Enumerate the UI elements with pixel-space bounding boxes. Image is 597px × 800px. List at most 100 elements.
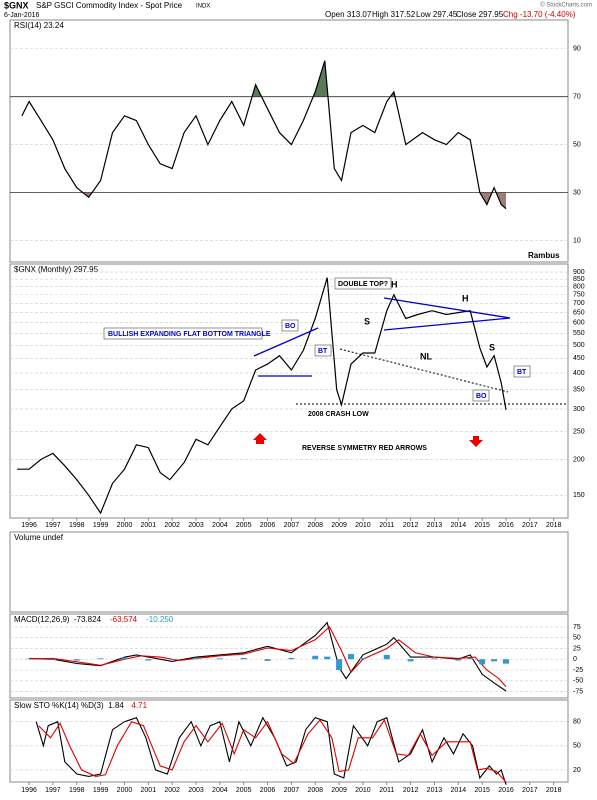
x-tick-label: 2001 — [141, 522, 157, 529]
histogram-bar — [455, 659, 462, 661]
annotation: BT — [318, 348, 328, 355]
histogram-bar — [348, 654, 354, 660]
annotation-box — [314, 344, 332, 357]
x-tick-label: 2003 — [188, 522, 204, 529]
histogram-bar — [479, 659, 486, 665]
annotation: NL — [420, 351, 432, 361]
x-tick-label: 2004 — [212, 522, 228, 529]
x-tick-label: 1997 — [45, 522, 61, 529]
x-tick-label: 2013 — [427, 522, 443, 529]
x-tick-label: 2014 — [451, 787, 467, 794]
price-line — [21, 60, 507, 210]
histogram-bar — [491, 659, 498, 662]
annotation: BULLISH EXPANDING FLAT BOTTOM TRIANGLE — [108, 331, 271, 338]
quote-open: Open 313.07 — [325, 10, 372, 19]
macd-panel — [9, 613, 569, 699]
x-tick-label: 2015 — [474, 787, 490, 794]
x-tick-label: 2008 — [307, 787, 323, 794]
x-tick-label: 2008 — [307, 522, 323, 529]
y-tick-label: 850 — [573, 276, 585, 283]
x-tick-label: 1998 — [69, 787, 85, 794]
x-tick-label: 2017 — [522, 522, 538, 529]
annotations: BULLISH EXPANDING FLAT BOTTOM TRIANGLE B… — [103, 277, 568, 452]
y-tick-label: 450 — [573, 355, 585, 362]
overbought-fill — [21, 60, 506, 97]
annotation: H — [391, 279, 398, 289]
copyright: © StockCharts.com — [540, 2, 592, 9]
y-tick-label: 350 — [573, 387, 585, 394]
y-tick-label: 750 — [573, 292, 585, 299]
trend-line — [383, 297, 511, 319]
y-tick-label: 90 — [573, 46, 581, 53]
x-tick-label: 2007 — [284, 787, 300, 794]
y-tick-label: -75 — [573, 688, 583, 695]
indicator-line — [29, 626, 507, 687]
quote-low: Low 297.45 — [416, 10, 458, 19]
quote-high: High 317.52 — [372, 10, 416, 19]
oversold-fill — [21, 192, 506, 209]
x-tick-label: 2013 — [427, 787, 443, 794]
x-tick-label: 2017 — [522, 787, 538, 794]
y-tick-label: 50 — [573, 635, 581, 642]
histogram-bar — [359, 657, 366, 660]
x-tick-label: 2018 — [546, 787, 562, 794]
x-tick-label: 2009 — [331, 522, 347, 529]
annotation: REVERSE SYMMETRY RED ARROWS — [302, 445, 427, 452]
y-tick-label: 0 — [573, 656, 577, 663]
y-tick-label: -50 — [573, 678, 583, 685]
x-tick-label: 2005 — [236, 787, 252, 794]
volume-panel — [9, 531, 569, 613]
x-tick-label: 2016 — [498, 522, 514, 529]
histogram-bar — [383, 654, 390, 660]
y-tick-label: 70 — [573, 94, 581, 101]
histogram-bar — [503, 659, 509, 664]
annotation: 2008 CRASH LOW — [308, 411, 369, 418]
legend-value: -63.574 — [110, 615, 138, 624]
quote-close: Close 297.95 — [456, 10, 504, 19]
annotation-box — [334, 277, 392, 290]
price-panel — [9, 263, 569, 519]
histogram-bar — [145, 659, 152, 661]
legend-value: 1.84 — [108, 701, 124, 710]
x-tick-label: 2009 — [331, 787, 347, 794]
x-tick-label: 1996 — [21, 522, 37, 529]
panel-title: $GNX (Monthly) 297.95 — [14, 265, 99, 274]
watermark: Rambus — [528, 251, 560, 260]
y-tick-label: 50 — [573, 743, 581, 750]
annotation: BT — [517, 369, 527, 376]
rsi-panel — [9, 19, 569, 263]
y-tick-label: 700 — [573, 300, 585, 307]
annotation-box — [281, 319, 299, 332]
y-tick-label: 200 — [573, 456, 585, 463]
panel-title: Slow STO %K(14) %D(3) — [14, 701, 104, 710]
annotation-box — [513, 365, 531, 378]
y-tick-label: 30 — [573, 189, 581, 196]
panel-title: MACD(12,26,9) — [14, 615, 70, 624]
histogram-bar — [216, 658, 223, 660]
x-tick-label: 2000 — [117, 522, 133, 529]
histogram-bar — [49, 659, 56, 661]
neckline — [339, 348, 509, 393]
y-tick-label: 650 — [573, 309, 585, 316]
histogram-bar — [324, 656, 331, 660]
y-tick-label: 800 — [573, 284, 585, 291]
x-tick-label: 2010 — [355, 787, 371, 794]
x-tick-label: 2007 — [284, 522, 300, 529]
x-tick-label: 2006 — [260, 522, 276, 529]
x-tick-label: 2011 — [379, 522, 394, 529]
x-tick-label: 2000 — [117, 787, 133, 794]
annotation: BO — [285, 323, 296, 330]
histogram-bar — [73, 659, 80, 661]
x-tick-label: 2011 — [379, 787, 394, 794]
histogram-bar — [407, 659, 414, 662]
x-tick-label: 2002 — [164, 522, 180, 529]
x-tick-label: 2015 — [474, 522, 490, 529]
y-tick-label: 250 — [573, 428, 585, 435]
y-tick-label: 400 — [573, 370, 585, 377]
symbol: $GNX — [4, 0, 29, 10]
annotation: DOUBLE TOP? — [338, 281, 388, 288]
histogram-bar — [264, 659, 271, 661]
y-tick-label: 550 — [573, 330, 585, 337]
annotation: BO — [476, 393, 487, 400]
